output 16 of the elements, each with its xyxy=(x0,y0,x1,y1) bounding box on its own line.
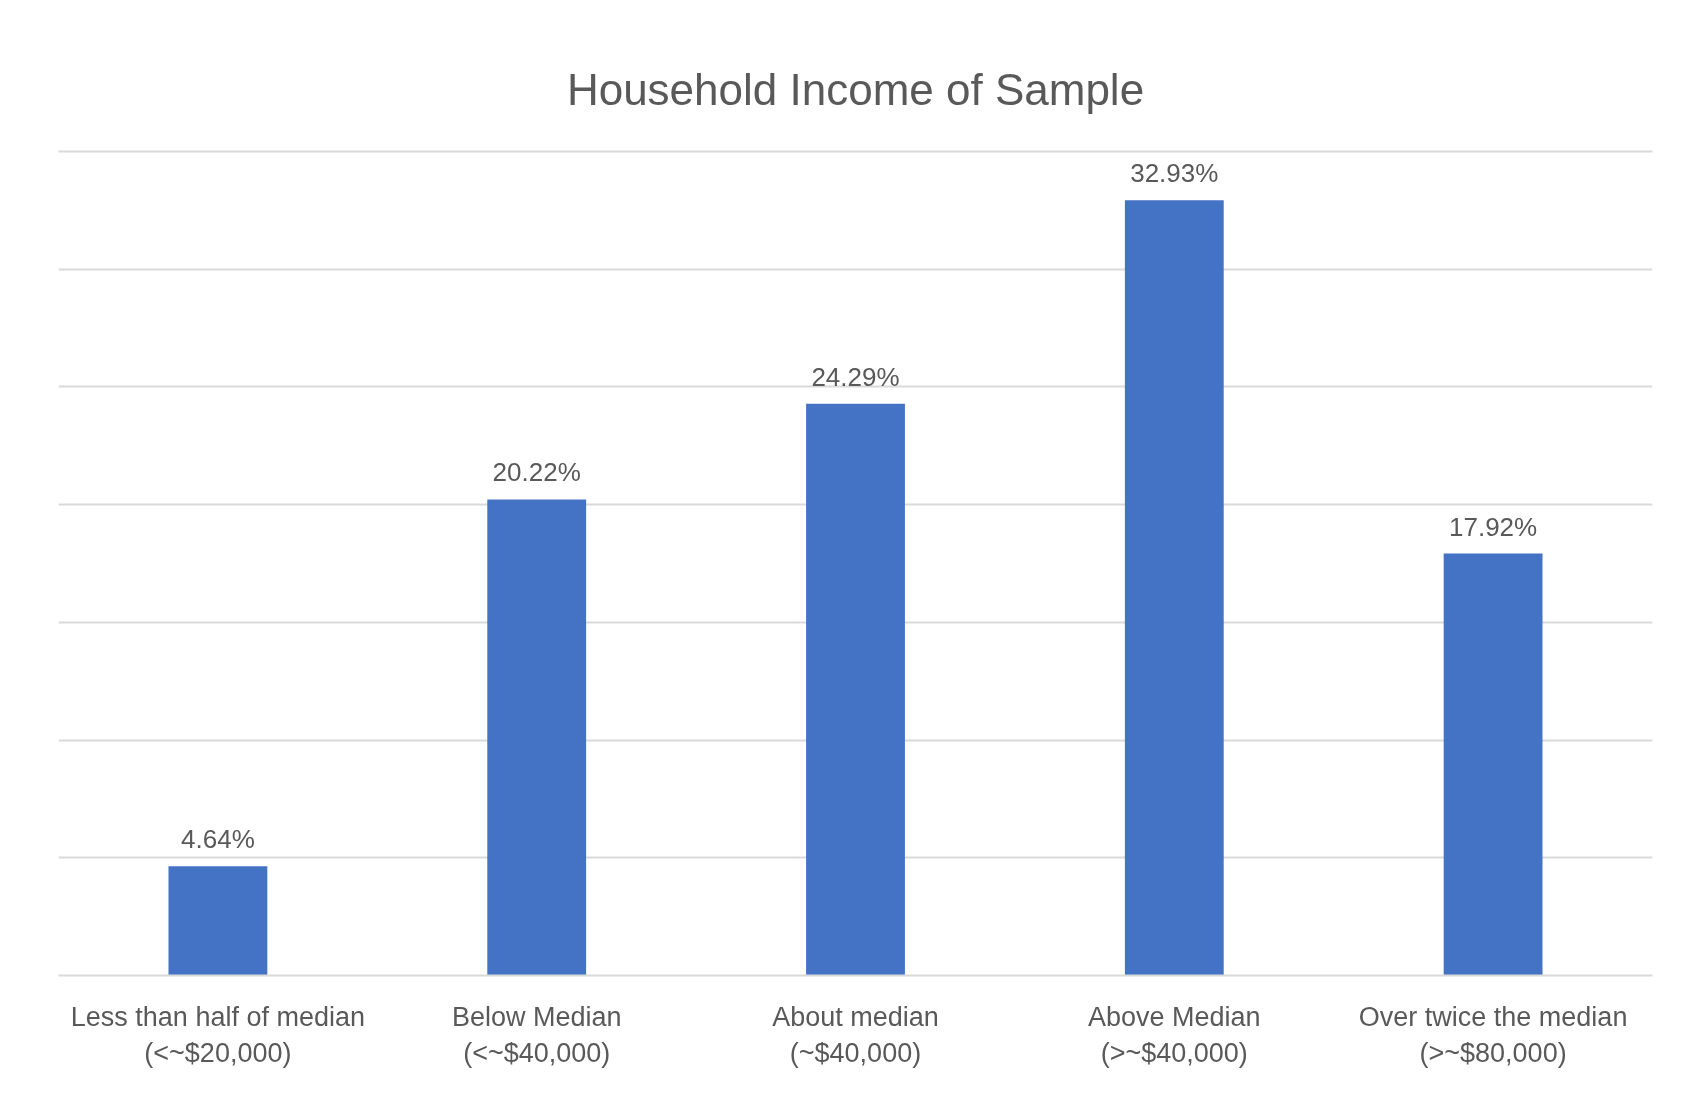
data-label: 32.93% xyxy=(1130,158,1219,189)
bar xyxy=(168,866,268,976)
x-tick-label: Above Median (>~$40,000) xyxy=(1087,1001,1261,1068)
bar xyxy=(806,403,905,976)
x-tick-label: Below Median (<~$40,000) xyxy=(451,1001,622,1068)
x-tick-label: Over twice the median (>~$80,000) xyxy=(1358,1001,1628,1068)
data-label: 24.29% xyxy=(811,361,900,392)
x-tick-label: Less than half of median (<~$20,000) xyxy=(70,1001,366,1068)
data-label: 4.64% xyxy=(181,824,255,855)
bar xyxy=(1124,200,1224,976)
bar xyxy=(1443,553,1543,976)
x-tick-label: About median (~$40,000) xyxy=(772,1001,939,1068)
chart-title: Household Income of Sample xyxy=(566,64,1145,114)
data-label: 20.22% xyxy=(492,457,581,488)
bar xyxy=(487,499,587,976)
data-label: 17.92% xyxy=(1449,511,1538,542)
